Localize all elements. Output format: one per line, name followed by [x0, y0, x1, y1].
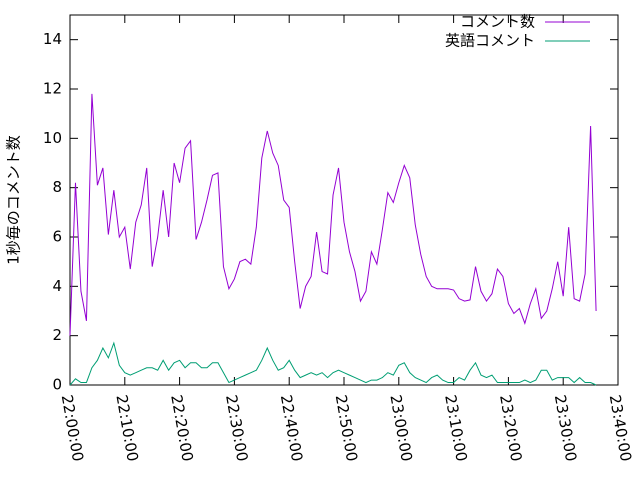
y-tick-label: 6 [52, 228, 62, 246]
series-line [69, 341, 597, 386]
x-tick-label: 23:30:00 [551, 393, 580, 462]
y-tick-label: 4 [52, 277, 62, 295]
x-tick-label: 22:10:00 [112, 393, 141, 462]
y-tick-label: 14 [43, 30, 62, 48]
x-tick-label: 22:50:00 [332, 393, 361, 462]
y-tick-label: 2 [52, 326, 62, 344]
series-line [69, 93, 597, 336]
x-tick-label: 22:00:00 [58, 393, 87, 462]
x-tick-label: 23:20:00 [496, 393, 525, 462]
y-tick-label: 12 [43, 80, 62, 98]
y-tick-label: 0 [52, 376, 62, 394]
x-tick-label: 23:40:00 [606, 393, 635, 462]
x-tick-label: 23:00:00 [386, 393, 415, 462]
legend-label: コメント数 [460, 13, 535, 31]
x-tick-label: 23:10:00 [441, 393, 470, 462]
legend-label: 英語コメント [445, 32, 535, 50]
y-tick-label: 8 [52, 178, 62, 196]
x-tick-label: 22:20:00 [167, 393, 196, 462]
x-tick-label: 22:30:00 [222, 393, 251, 462]
plot-border [69, 14, 619, 386]
y-tick-label: 10 [43, 129, 62, 147]
x-tick-label: 22:40:00 [277, 393, 306, 462]
y-axis-label: 1秒毎のコメント数 [5, 135, 23, 265]
